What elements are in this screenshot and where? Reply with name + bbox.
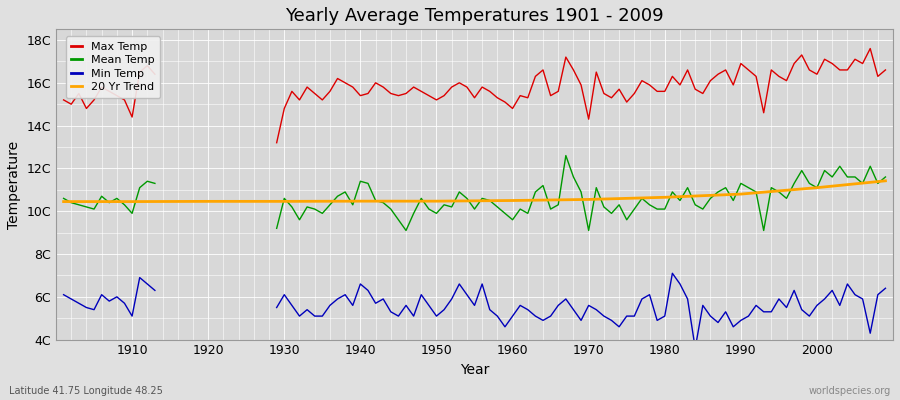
Y-axis label: Temperature: Temperature xyxy=(7,140,21,228)
Legend: Max Temp, Mean Temp, Min Temp, 20 Yr Trend: Max Temp, Mean Temp, Min Temp, 20 Yr Tre… xyxy=(66,36,160,98)
Text: Latitude 41.75 Longitude 48.25: Latitude 41.75 Longitude 48.25 xyxy=(9,386,163,396)
Title: Yearly Average Temperatures 1901 - 2009: Yearly Average Temperatures 1901 - 2009 xyxy=(285,7,664,25)
Text: worldspecies.org: worldspecies.org xyxy=(809,386,891,396)
X-axis label: Year: Year xyxy=(460,363,490,377)
